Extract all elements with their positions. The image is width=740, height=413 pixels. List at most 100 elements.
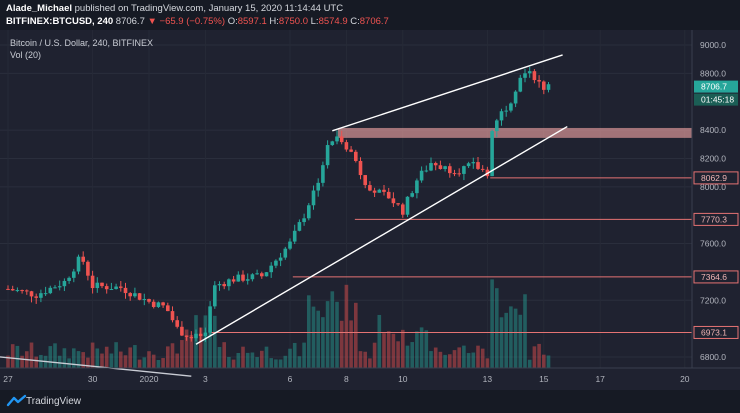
candle-body [43,293,48,295]
candle-body [57,286,62,288]
volume-bar [339,320,344,368]
level-badge-label: 8062.9 [701,173,727,183]
volume-bar [53,343,57,368]
volume-bar [250,352,255,368]
candle-body [119,286,123,288]
candle-body [34,296,38,298]
candle-body [396,203,400,205]
candle-body [358,160,363,176]
candle-body [316,182,320,191]
symbol-label: BITFINEX:BTCUSD, 240 [6,16,114,27]
level-badge [693,171,739,185]
volume-bar [537,343,541,368]
candle-body [255,273,259,275]
candle-body [349,149,353,152]
volume-bar [419,327,424,368]
high-label: H: [269,16,279,27]
volume-bar [523,294,527,368]
volume-bar [292,342,297,368]
level-badge-label: 6973.1 [701,327,727,337]
footer-bar: TradingView [0,390,740,413]
candle-body [330,141,335,146]
price-tick-label: 8200.0 [700,153,726,163]
candle-body [344,142,349,150]
volume-bar [133,345,137,368]
time-tick-label: 20 [680,374,690,384]
time-axis[interactable]: 27 30 2020 3 6 8 10 13 15 17 20 [3,374,690,384]
volume-bar [142,357,147,368]
candle-body [297,222,302,231]
volume-bar [297,356,302,368]
candle-body [241,274,245,281]
time-tick-label: 2020 [140,374,159,384]
volume-bar [349,320,353,368]
volume-bar [443,354,447,368]
candle-body [189,336,194,339]
candlesticks [6,66,551,342]
candle-body [114,286,118,290]
candle-body [72,271,76,278]
volume-bar [95,348,100,368]
volume-bar [10,344,15,368]
volume-bar [504,312,508,368]
volume-bar [166,346,170,368]
volume-bar [415,331,419,368]
candle-body [354,151,358,161]
price-chart[interactable]: 9000.0 8800.0 8400.0 8200.0 8000.0 7600.0 7200… [0,30,740,390]
price-tick-label: 7600.0 [700,239,726,249]
trendlines[interactable] [0,54,568,377]
volume-bar [391,333,396,368]
candle-body [203,332,208,337]
candle-body [67,277,71,281]
candle-body [86,261,90,276]
author-name[interactable]: Alade_Michael [6,3,72,14]
candle-body [321,165,325,183]
candle-body [363,175,367,186]
open-value: 8597.1 [237,16,267,27]
candle-body [429,163,433,171]
candle-body [137,293,142,300]
candle-body [419,170,424,181]
volume-bar [194,315,198,368]
last-badge-label: 8706.7 [701,82,727,92]
time-tick-label: 6 [288,374,293,384]
candle-body [452,173,457,175]
level-badge [693,270,739,284]
volume-bar [119,351,123,368]
candle-body [443,166,447,170]
candle-body [339,136,344,143]
close-label: C: [350,16,360,27]
price-tick-label: 8800.0 [700,68,726,78]
candle-body [410,193,414,197]
volume-bar [81,352,85,368]
volume-bar [325,301,330,368]
volume-bar [382,333,386,368]
candle-body [372,190,377,193]
candle-body [405,196,410,215]
price-axis[interactable]: 9000.0 8800.0 8400.0 8200.0 8000.0 7600.0 7200… [700,40,726,362]
volume-bar [518,314,523,368]
candle-body [53,287,57,289]
candle-body [391,198,396,204]
candle-body [537,80,541,82]
high-value: 8750.0 [278,16,308,27]
candle-body [222,284,226,287]
countdown-badge-label: 01:45:18 [701,95,734,105]
candle-body [10,289,15,291]
candle-body [462,166,466,174]
volume-bar [429,351,433,368]
volume-bar [184,329,189,368]
volume-bar [410,342,414,368]
volume-bar [104,346,109,368]
time-tick-label: 15 [539,374,549,384]
candle-body [194,333,198,339]
volume-bar [546,355,551,368]
level-badge-label: 7770.3 [701,214,727,224]
candle-body [532,71,537,81]
time-tick-label: 10 [398,374,408,384]
candle-body [325,145,330,166]
candle-body [161,302,165,306]
publish-header: Alade_Michael published on TradingView.c… [0,0,740,30]
volume-bar [438,351,443,368]
candle-body [227,279,231,287]
